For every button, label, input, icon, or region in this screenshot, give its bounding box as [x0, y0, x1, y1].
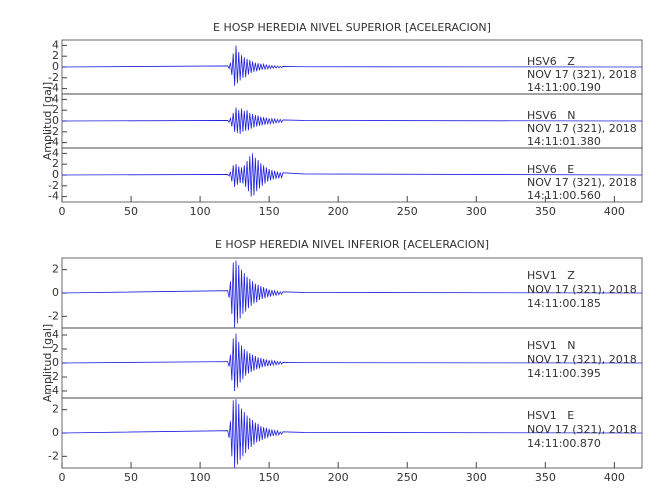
y-tick-label: -4	[48, 190, 59, 203]
y-tick-label: 4	[52, 38, 59, 51]
station-label: HSV1 E	[527, 409, 574, 422]
waveform	[61, 153, 643, 197]
x-tick-label: 50	[124, 205, 138, 218]
date-label: NOV 17 (321), 2018	[527, 68, 637, 81]
y-tick-label: -4	[48, 82, 59, 95]
y-tick-label: 0	[52, 60, 59, 73]
x-tick-label: 100	[190, 205, 211, 218]
date-label: NOV 17 (321), 2018	[527, 122, 637, 135]
waveform	[61, 45, 643, 86]
y-tick-label: 4	[52, 146, 59, 159]
date-label: NOV 17 (321), 2018	[527, 176, 637, 189]
y-tick-label: 0	[52, 114, 59, 127]
x-tick-label: 0	[59, 205, 66, 218]
y-tick-label: 0	[52, 356, 59, 369]
x-tick-label: 250	[397, 471, 418, 484]
y-tick-label: 0	[52, 426, 59, 439]
panel-title: E HOSP HEREDIA NIVEL SUPERIOR [ACELERACI…	[213, 21, 491, 34]
time-label: 14:11:01.380	[527, 135, 601, 148]
x-tick-label: 300	[466, 471, 487, 484]
x-tick-label: 400	[604, 205, 625, 218]
x-tick-label: 100	[190, 471, 211, 484]
waveform	[61, 260, 643, 329]
time-label: 14:11:00.560	[527, 189, 601, 202]
time-label: 14:11:00.395	[527, 367, 601, 380]
waveform	[61, 107, 643, 134]
y-tick-label: 2	[52, 103, 59, 116]
x-tick-label: 0	[59, 471, 66, 484]
x-tick-label: 200	[328, 471, 349, 484]
y-tick-label: -2	[48, 71, 59, 84]
y-tick-label: 4	[52, 92, 59, 105]
y-tick-label: -4	[48, 136, 59, 149]
y-tick-label: 0	[52, 168, 59, 181]
y-tick-label: -2	[48, 179, 59, 192]
y-tick-label: 4	[52, 328, 59, 341]
station-label: HSV1 Z	[527, 269, 575, 282]
y-tick-label: 2	[52, 403, 59, 416]
time-label: 14:11:00.185	[527, 297, 601, 310]
panel-title: E HOSP HEREDIA NIVEL INFERIOR [ACELERACI…	[215, 238, 489, 251]
x-tick-label: 350	[535, 471, 556, 484]
date-label: NOV 17 (321), 2018	[527, 423, 637, 436]
y-tick-label: -2	[48, 309, 59, 322]
y-tick-label: 2	[52, 342, 59, 355]
x-tick-label: 150	[259, 205, 280, 218]
time-label: 14:11:00.870	[527, 437, 601, 450]
x-tick-label: 250	[397, 205, 418, 218]
waveform	[61, 333, 643, 392]
waveform	[61, 399, 643, 469]
x-tick-label: 300	[466, 205, 487, 218]
x-tick-label: 50	[124, 471, 138, 484]
station-label: HSV6 Z	[527, 55, 575, 68]
y-tick-label: -4	[48, 384, 59, 397]
y-tick-label: 2	[52, 157, 59, 170]
y-tick-label: -2	[48, 370, 59, 383]
time-label: 14:11:00.190	[527, 81, 601, 94]
y-axis-label: Amplitud [gal]	[41, 82, 54, 160]
date-label: NOV 17 (321), 2018	[527, 283, 637, 296]
y-tick-label: 0	[52, 286, 59, 299]
y-tick-label: -2	[48, 125, 59, 138]
date-label: NOV 17 (321), 2018	[527, 353, 637, 366]
station-label: HSV6 E	[527, 163, 574, 176]
y-axis-label: Amplitud [gal]	[41, 324, 54, 402]
y-tick-label: 2	[52, 263, 59, 276]
station-label: HSV1 N	[527, 339, 576, 352]
x-tick-label: 150	[259, 471, 280, 484]
x-tick-label: 400	[604, 471, 625, 484]
y-tick-label: -2	[48, 449, 59, 462]
y-tick-label: 2	[52, 49, 59, 62]
x-tick-label: 350	[535, 205, 556, 218]
station-label: HSV6 N	[527, 109, 576, 122]
x-tick-label: 200	[328, 205, 349, 218]
